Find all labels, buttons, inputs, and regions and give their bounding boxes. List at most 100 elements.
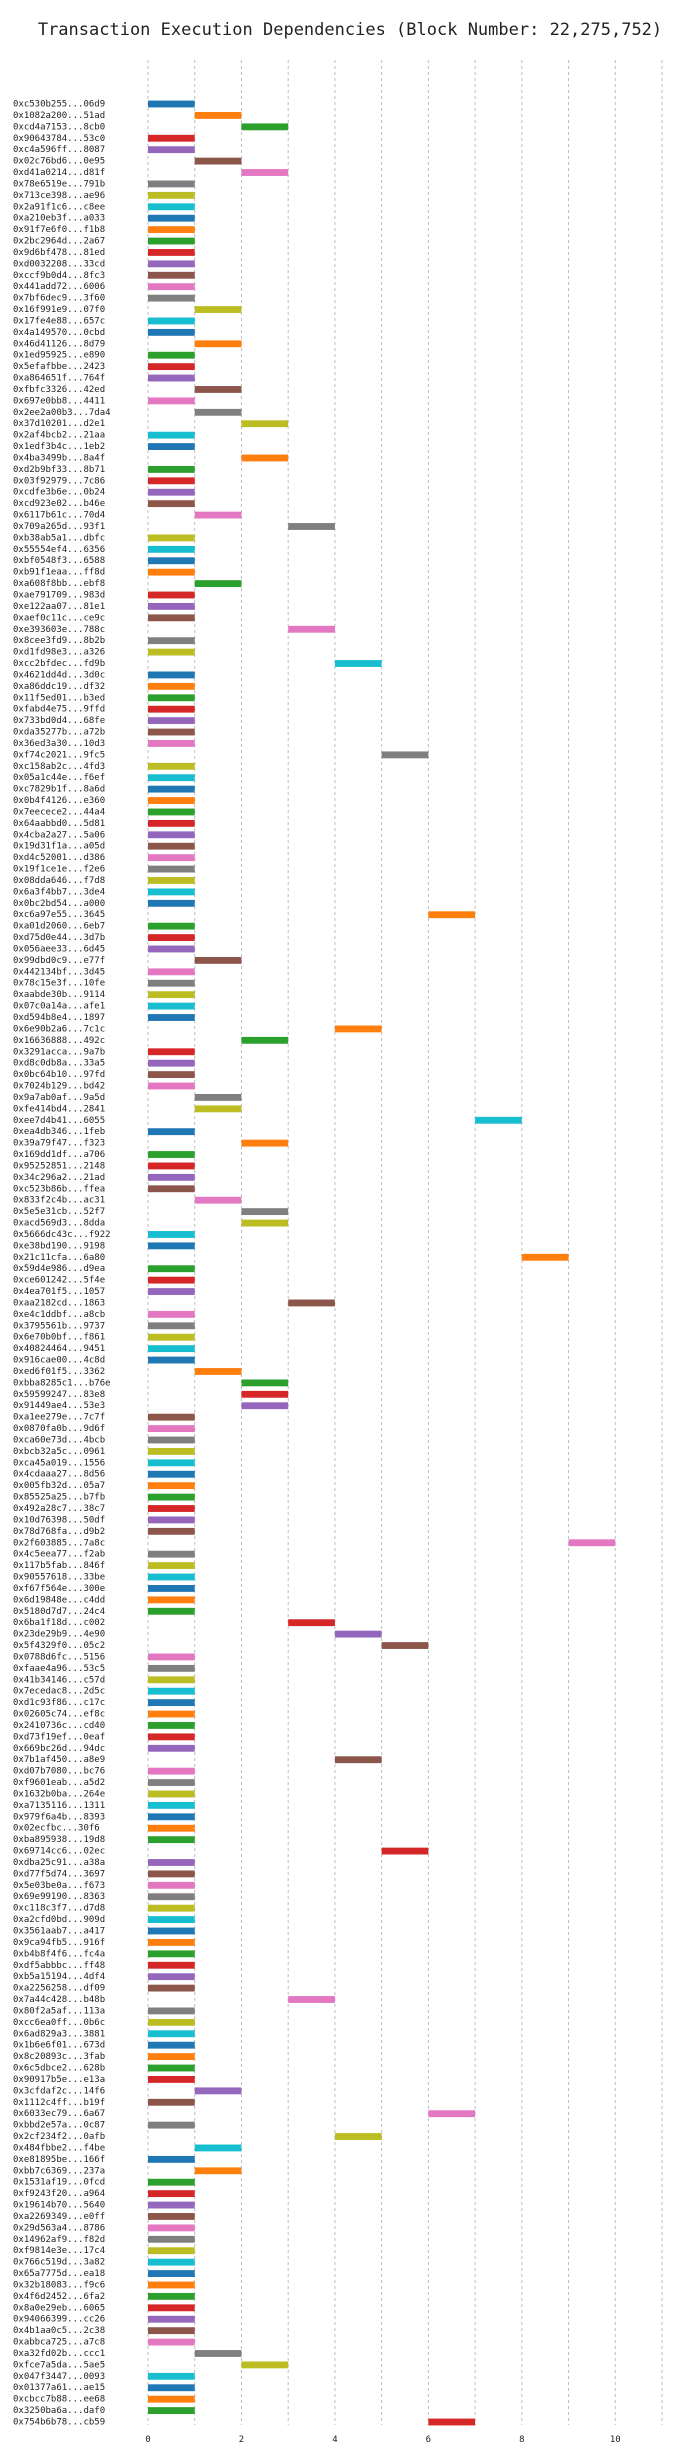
x-tick-label: 8 [519,2435,524,2445]
tx-hash-label: 0x1112c4ff...b19f [13,2098,105,2108]
transaction-bar [148,1950,195,1958]
transaction-bar [194,1368,242,1375]
transaction-bar [148,1505,195,1512]
transaction-bar [148,1710,195,1718]
tx-hash-label: 0xf9601eab...a5d2 [13,1778,105,1788]
tx-hash-label: 0xa608f8bb...ebf8 [13,579,105,589]
transaction-bar [241,169,289,176]
tx-hash-label: 0x07c0a14a...afe1 [13,1002,105,1012]
tx-hash-label: 0x4f6d2452...6fa2 [13,2292,105,2302]
tx-hash-label: 0xb4b8f4f6...fc4a [13,1949,105,1959]
tx-hash-label: 0x833f2c4b...ac31 [13,1196,105,1206]
tx-hash-label: 0xa2269349...e0ff [13,2212,105,2222]
tx-hash-label: 0x78e6519e...791b [13,179,105,189]
tx-hash-label: 0xd2b9bf33...8b71 [13,465,105,475]
transaction-bar [148,1699,195,1707]
transaction-bar [148,2030,195,2038]
tx-hash-label: 0x37d10201...d2e1 [13,419,105,429]
transaction-bar [148,2304,195,2312]
tx-hash-label: 0xf74c2021...9fc5 [13,750,105,760]
tx-hash-label: 0x6e70b0bf...f861 [13,1333,105,1343]
transaction-bar [241,1036,289,1044]
tx-hash-label: 0x11f5ed01...b3ed [13,693,105,703]
transaction-bar [194,408,242,416]
transaction-bar [148,317,195,325]
tx-hash-label: 0x0b4f4126...e360 [13,796,105,806]
transaction-bar [148,351,195,359]
tx-hash-label: 0x0788d6fc...5156 [13,1652,105,1662]
transaction-bar [148,671,195,679]
transaction-bar [475,1116,522,1124]
transaction-bar [148,865,195,873]
transaction-bar [148,1607,195,1615]
transaction-bar [148,1333,195,1341]
transaction-bar [148,1185,195,1193]
tx-hash-label: 0xfe414bd4...2841 [13,1104,105,1114]
transaction-bar [194,1105,242,1113]
tx-hash-label: 0x05a1c44e...f6ef [13,773,105,783]
tx-hash-label: 0xbb7c6369...237a [13,2166,105,2176]
transaction-bar [381,751,429,759]
x-ticks-layer: 0 2 4 6 8 10 [145,2435,620,2445]
transaction-bar [148,534,195,542]
tx-hash-label: 0xc6a97e55...3645 [13,910,105,920]
tx-hash-label: 0x8a0e29eb...6065 [13,2303,105,2313]
transaction-bar [148,979,195,987]
chart-title: Transaction Execution Dependencies (Bloc… [37,20,663,40]
tx-hash-label: 0xa86ddc19...df32 [13,682,105,692]
tx-hash-label: 0xd0032208...33cd [13,259,105,269]
transaction-bar [148,1859,195,1866]
tx-hash-label: 0xd77f5d74...3697 [13,1869,105,1879]
transaction-bar [148,602,195,610]
transaction-bar [148,1916,195,1924]
transaction-bar [148,637,195,645]
tx-hash-label: 0x78c15e3f...10fe [13,979,105,989]
transaction-bar [148,1722,195,1729]
tx-hash-label: 0xfabd4e75...9ffd [13,705,105,715]
tx-hash-label: 0xacd569d3...8dda [13,1219,105,1229]
transaction-bar [148,1744,195,1752]
tx-hash-label: 0x6ad829a3...3881 [13,2029,105,2039]
transaction-bar [521,1253,569,1261]
tx-hash-label: 0x7ecedac8...2d5c [13,1687,105,1697]
tx-hash-label: 0x492a28c7...38c7 [13,1504,105,1514]
transaction-bar [148,1493,195,1501]
tx-hash-label: 0x0bc2bd54...a000 [13,899,105,909]
transaction-bar [148,774,195,782]
transaction-bar [148,728,195,736]
transaction-bar [148,1356,195,1364]
tx-hash-label: 0xf67f564e...300e [13,1584,105,1594]
transaction-bar [148,1676,195,1684]
transaction-bar [428,2110,476,2118]
transaction-bar [148,2384,195,2392]
transaction-bar [288,1619,335,1627]
tx-hash-label: 0x6117b61c...70d4 [13,511,105,521]
tx-hash-label: 0x1632b0ba...264e [13,1789,105,1799]
tx-hash-label: 0x4ea701f5...1057 [13,1287,105,1297]
tx-hash-label: 0xc7829b1f...8a6d [13,785,105,795]
tx-hash-label: 0x7eecece2...44a4 [13,807,105,817]
transaction-bar [148,249,195,256]
tx-hash-label: 0x21c11cfa...6a80 [13,1253,105,1263]
transaction-bar [148,100,195,108]
tx-hash-label: 0x64aabbd0...5d81 [13,819,105,829]
transaction-bar [148,1310,195,1318]
tx-hash-label: 0x2af4bcb2...21aa [13,431,105,441]
tx-hash-label: 0xb38ab5a1...dbfc [13,533,105,543]
tx-hash-label: 0x34c296a2...21ad [13,1173,105,1183]
transaction-bar [148,934,195,941]
tx-hash-label: 0xa1ee279e...7c7f [13,1413,105,1423]
transaction-bar [334,1025,382,1033]
transaction-bar [241,1139,289,1147]
tx-hash-label: 0xed6f01f5...3362 [13,1367,105,1377]
tx-hash-label: 0x94066399...cc26 [13,2315,105,2325]
transaction-bar [148,557,195,565]
tx-hash-label: 0x91449ae4...53e3 [13,1401,105,1411]
transaction-bar [148,2315,195,2323]
transaction-bar [148,1071,195,1079]
transaction-bar [148,1345,195,1353]
transaction-bar [148,1447,195,1455]
tx-hash-label: 0x0870fa0b...9d6f [13,1424,105,1434]
transaction-bar [148,2053,195,2061]
tx-hash-label: 0x713ce398...ae96 [13,191,105,201]
